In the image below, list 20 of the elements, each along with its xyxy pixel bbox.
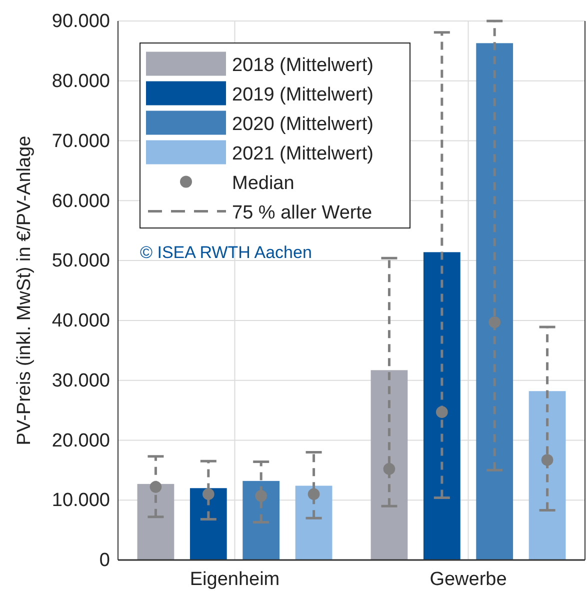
legend-label: 2019 (Mittelwert) — [232, 84, 374, 106]
y-tick-label: 30.000 — [52, 370, 110, 392]
y-tick-label: 60.000 — [52, 190, 110, 212]
legend-label: 2021 (Mittelwert) — [232, 143, 374, 164]
x-tick-label: Gewerbe — [430, 569, 507, 590]
y-tick-label: 90.000 — [52, 11, 110, 32]
y-tick-label: 80.000 — [52, 70, 110, 92]
y-tick-label: 0 — [99, 550, 110, 572]
y-tick-label: 40.000 — [52, 310, 110, 332]
y-tick-label: 50.000 — [52, 250, 110, 272]
annotation: 75 % aller Werte — [232, 202, 372, 224]
x-tick-label: Eigenheim — [190, 569, 280, 590]
legend-label: Median — [232, 172, 294, 194]
legend-label: 2018 (Mittelwert) — [232, 54, 374, 76]
y-axis-title: PV-Preis (inkl. MwSt) in €/PV-Anlage — [14, 136, 35, 446]
y-tick-label: 20.000 — [52, 430, 110, 452]
y-tick-label: 70.000 — [52, 130, 110, 152]
annotation: © ISEA RWTH Aachen — [140, 243, 312, 262]
legend-label: 2020 (Mittelwert) — [232, 114, 374, 135]
y-tick-label: 10.000 — [52, 490, 110, 512]
